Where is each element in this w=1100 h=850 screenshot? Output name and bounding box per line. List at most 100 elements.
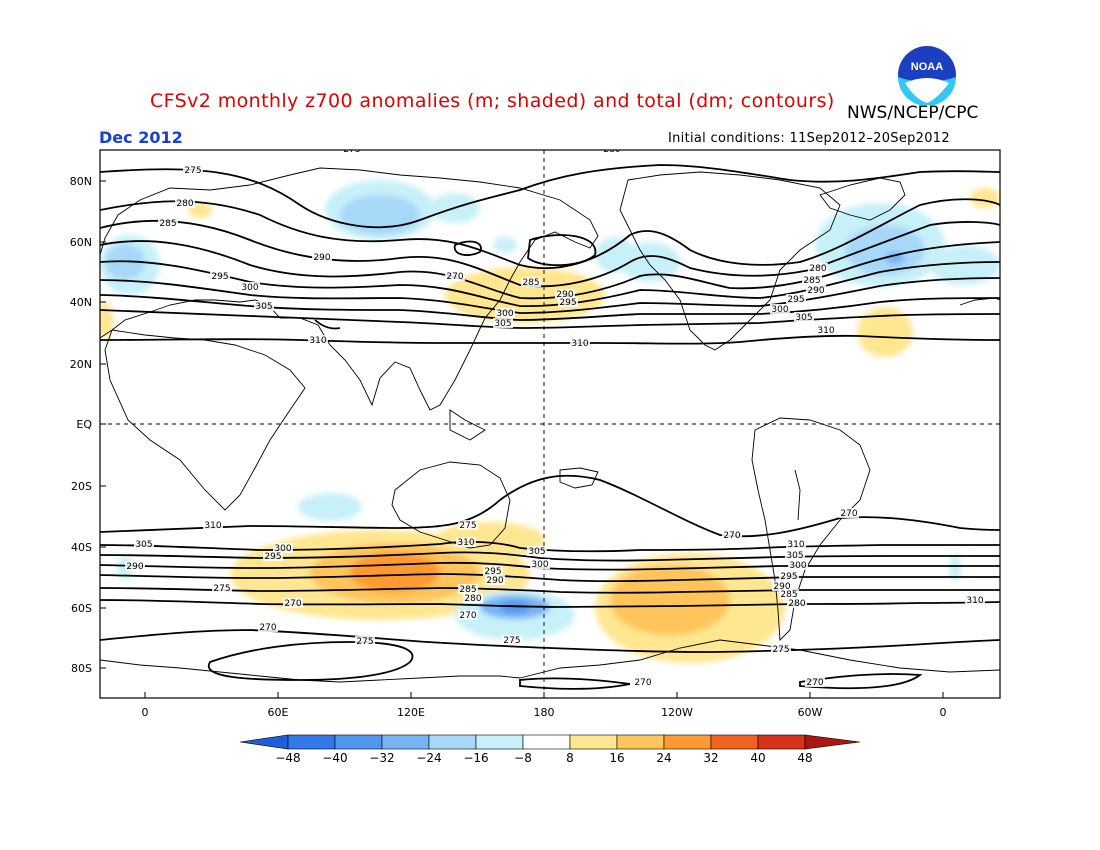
contour-label: 270 <box>445 271 465 282</box>
svg-text:310: 310 <box>204 521 221 531</box>
svg-text:290: 290 <box>313 253 330 263</box>
svg-text:280: 280 <box>809 264 826 274</box>
svg-text:295: 295 <box>780 572 797 582</box>
contour-label: 300 <box>530 559 550 570</box>
contour-label: 285 <box>521 277 541 288</box>
initial-conditions: Initial conditions: 11Sep2012–20Sep2012 <box>668 131 950 146</box>
colorbar-label: 24 <box>656 751 671 765</box>
contour-label: 310 <box>570 338 590 349</box>
svg-text:280: 280 <box>788 599 805 609</box>
colorbar-swatch <box>428 734 477 750</box>
contour-label: 285 <box>779 589 799 600</box>
contour-label: 305 <box>134 539 154 550</box>
svg-text:275: 275 <box>343 145 360 155</box>
colorbar-swatch <box>522 734 571 750</box>
contour-label: 295 <box>210 271 230 282</box>
colorbar-swatch <box>710 734 759 750</box>
colorbar-swatch <box>663 734 712 750</box>
svg-text:295: 295 <box>264 552 281 562</box>
svg-text:270: 270 <box>840 509 857 519</box>
contour-label: 300 <box>770 304 790 315</box>
svg-text:275: 275 <box>213 584 230 594</box>
contour-label: 280 <box>787 598 807 609</box>
contour-label: 280 <box>463 593 483 604</box>
contour-label: 295 <box>263 551 283 562</box>
lat-label: 40S <box>71 541 92 554</box>
forecast-month: Dec 2012 <box>99 128 183 147</box>
contour-label: 300 <box>273 543 293 554</box>
contour-label: 310 <box>308 335 328 346</box>
lat-label: 20S <box>71 480 92 493</box>
contour-label: 305 <box>493 318 513 329</box>
contour-label: 280 <box>602 150 622 155</box>
colorbar-label: −48 <box>275 751 300 765</box>
svg-text:270: 270 <box>446 272 463 282</box>
contour-label: 275 <box>212 583 232 594</box>
svg-text:305: 305 <box>255 302 272 312</box>
svg-text:300: 300 <box>274 544 291 554</box>
svg-text:275: 275 <box>184 166 201 176</box>
lon-label: 0 <box>940 706 947 719</box>
svg-text:300: 300 <box>531 560 548 570</box>
plot-title: CFSv2 monthly z700 anomalies (m; shaded)… <box>150 90 835 112</box>
contour-label: 275 <box>355 636 375 647</box>
contour-label: 270 <box>283 598 303 609</box>
svg-text:300: 300 <box>241 283 258 293</box>
svg-text:NOAA: NOAA <box>911 61 943 73</box>
lat-label: EQ <box>76 418 92 431</box>
svg-text:295: 295 <box>787 295 804 305</box>
svg-text:285: 285 <box>803 276 820 286</box>
svg-text:270: 270 <box>723 531 740 541</box>
colorbar-swatch <box>757 734 806 750</box>
contour-label: 285 <box>802 275 822 286</box>
contour-label: 275 <box>458 520 478 531</box>
svg-text:310: 310 <box>817 326 834 336</box>
contour-label: 275 <box>502 635 522 646</box>
contour-label: 290 <box>772 581 792 592</box>
contour-label: 295 <box>779 571 799 582</box>
contour-label: 310 <box>816 325 836 336</box>
svg-text:270: 270 <box>806 678 823 688</box>
svg-text:305: 305 <box>528 547 545 557</box>
svg-text:310: 310 <box>309 336 326 346</box>
lat-label: 60N <box>70 236 92 249</box>
svg-text:270: 270 <box>459 611 476 621</box>
svg-text:275: 275 <box>459 521 476 531</box>
colorbar-label: −40 <box>322 751 347 765</box>
svg-text:270: 270 <box>284 599 301 609</box>
contour-label: 275 <box>183 165 203 176</box>
agency-label: NWS/NCEP/CPC <box>847 103 979 123</box>
lat-label: 20N <box>70 358 92 371</box>
colorbar-label: 40 <box>750 751 765 765</box>
svg-text:270: 270 <box>259 623 276 633</box>
colorbar-swatch <box>381 734 430 750</box>
svg-text:275: 275 <box>503 636 520 646</box>
svg-text:280: 280 <box>464 594 481 604</box>
svg-text:310: 310 <box>457 538 474 548</box>
svg-text:295: 295 <box>484 567 501 577</box>
colorbar-label: −16 <box>463 751 488 765</box>
svg-text:300: 300 <box>771 305 788 315</box>
lat-label: 80S <box>71 662 92 675</box>
colorbar-label: 32 <box>703 751 718 765</box>
colorbar-label: −8 <box>514 751 532 765</box>
contour-label: 275 <box>771 644 791 655</box>
contour-label: 305 <box>794 312 814 323</box>
contour-lines <box>100 164 1000 690</box>
colorbar-swatch <box>287 734 336 750</box>
contour-label: 310 <box>786 539 806 550</box>
grid-lines <box>100 150 1000 698</box>
contour-label: 305 <box>527 546 547 557</box>
svg-text:290: 290 <box>126 562 143 572</box>
contour-label: 300 <box>240 282 260 293</box>
svg-text:275: 275 <box>356 637 373 647</box>
colorbar-swatch <box>334 734 383 750</box>
contour-label: 290 <box>312 252 332 263</box>
svg-text:285: 285 <box>780 590 797 600</box>
contour-label: 300 <box>495 308 515 319</box>
svg-text:285: 285 <box>159 219 176 229</box>
contour-label: 270 <box>722 530 742 541</box>
svg-text:310: 310 <box>966 596 983 606</box>
svg-text:305: 305 <box>494 319 511 329</box>
